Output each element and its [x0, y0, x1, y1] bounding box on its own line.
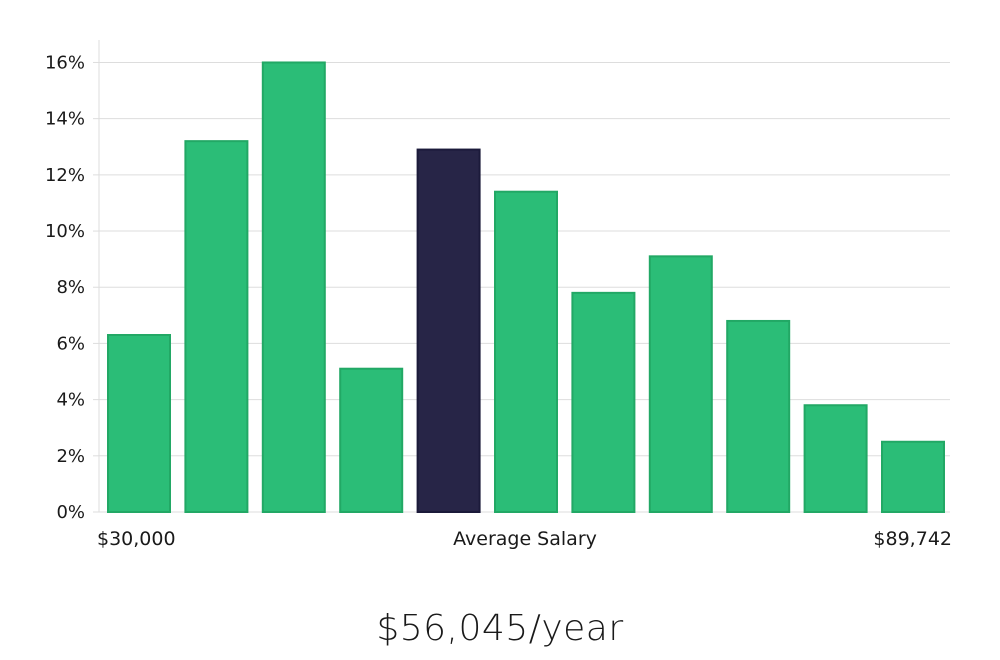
- bar: [726, 319, 791, 514]
- bar: [494, 190, 558, 513]
- y-tick-label: 10%: [45, 221, 85, 242]
- x-axis-max-label: $89,742: [873, 528, 952, 550]
- bars: [107, 61, 945, 514]
- bar: [803, 404, 868, 513]
- y-tick-label: 8%: [56, 277, 85, 298]
- y-tick-label: 4%: [56, 390, 85, 411]
- y-tick-label: 2%: [56, 446, 85, 467]
- y-tick-label: 12%: [45, 165, 85, 186]
- y-axis-tick-labels: 0% 2% 4% 6% 8% 10% 12% 14% 16%: [45, 52, 85, 520]
- bar-average-salary: [416, 148, 481, 513]
- bar: [648, 255, 713, 514]
- bar: [184, 140, 249, 513]
- bar: [261, 61, 326, 513]
- y-tick-label: 6%: [56, 333, 85, 354]
- x-axis-min-label: $30,000: [97, 528, 176, 550]
- salary-histogram-chart: 0% 2% 4% 6% 8% 10% 12% 14% 16%: [45, 40, 950, 520]
- x-axis-average-label: Average Salary: [453, 528, 597, 550]
- y-tick-label: 16%: [45, 52, 85, 73]
- bar: [881, 440, 945, 513]
- bar: [571, 291, 636, 513]
- average-salary-value: $56,045/year: [376, 608, 624, 649]
- bar: [339, 367, 404, 514]
- y-tick-label: 0%: [56, 502, 85, 520]
- bar: [107, 334, 171, 513]
- y-tick-label: 14%: [45, 109, 85, 130]
